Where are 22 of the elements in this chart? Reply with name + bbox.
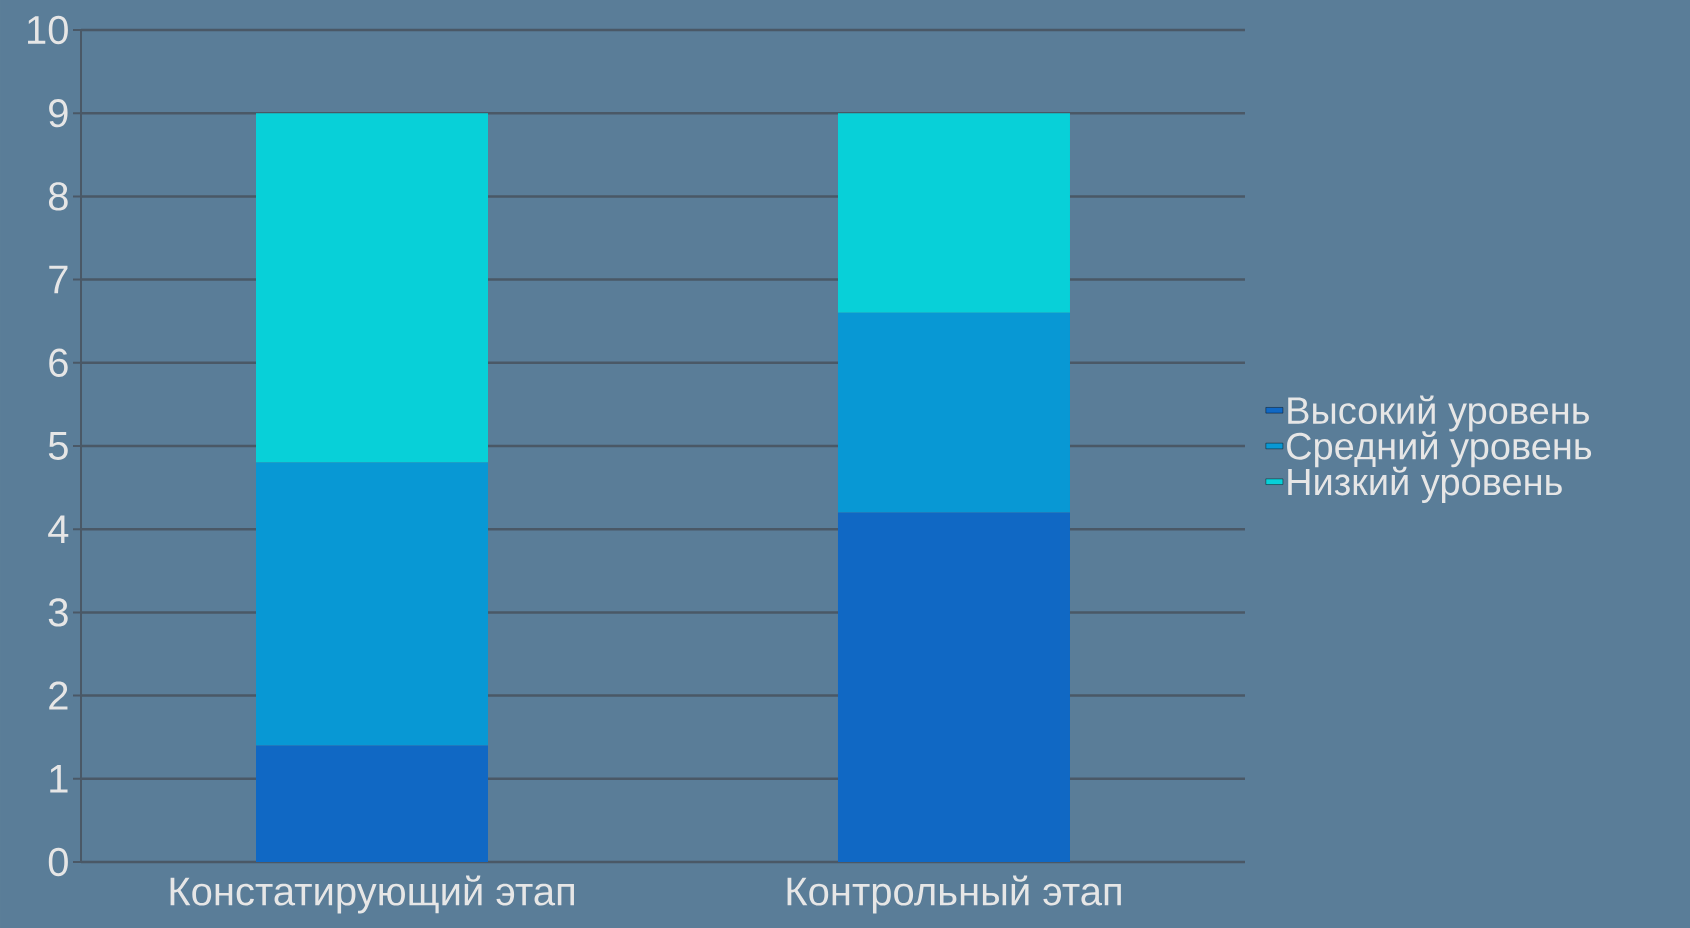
y-tick-label: 9 bbox=[49, 99, 68, 128]
bar bbox=[256, 113, 488, 463]
y-tick-label: 4 bbox=[48, 515, 69, 543]
y-tick-label: 8 bbox=[48, 182, 68, 211]
bar bbox=[837, 312, 1070, 513]
bar bbox=[256, 462, 488, 746]
y-tick-label: 5 bbox=[48, 432, 68, 460]
y-tick-label: 0 bbox=[48, 847, 68, 877]
y-tick-label: 7 bbox=[49, 265, 68, 294]
bar bbox=[256, 745, 488, 862]
y-tick-label: 3 bbox=[48, 598, 68, 627]
y-tick-label: 6 bbox=[49, 348, 68, 377]
legend-label: Высокий уровень bbox=[1288, 395, 1589, 432]
bar bbox=[837, 113, 1070, 313]
y-tick-label: 2 bbox=[49, 681, 68, 710]
x-tick-label: Констатирующий этап bbox=[170, 875, 574, 914]
y-tick-label: 10 bbox=[28, 15, 68, 45]
legend-label: Низкий уровень bbox=[1288, 466, 1562, 503]
bar bbox=[837, 512, 1070, 862]
y-tick-label: 1 bbox=[50, 765, 68, 793]
legend-label: Средний уровень bbox=[1287, 431, 1592, 468]
x-tick-label: Контрольный этап bbox=[787, 875, 1121, 914]
